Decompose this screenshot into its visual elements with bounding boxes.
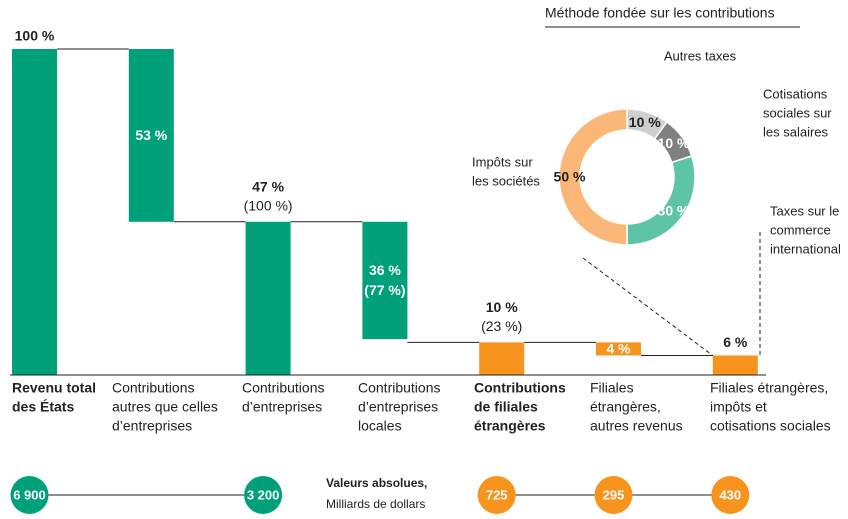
slice-label: Impôts sur (472, 154, 533, 169)
absolute-unit: Milliards de dollars (326, 497, 425, 511)
donut-slice (558, 108, 628, 246)
absolute-label: 725 (486, 487, 508, 502)
category-label: d’entreprises (112, 418, 192, 434)
absolute-label: 3 200 (247, 487, 280, 502)
absolute-marker (244, 476, 283, 514)
slice-value-label: 10 % (629, 114, 661, 130)
absolute-label: 295 (603, 487, 625, 502)
absolute-marker (477, 476, 516, 514)
category-label: impôts et (710, 399, 767, 415)
donut-title: Méthode fondée sur les contributions (545, 5, 775, 21)
bar (128, 49, 174, 222)
bar (362, 221, 408, 340)
category-label: autres que celles (112, 399, 218, 415)
slice-label: les sociétés (472, 173, 540, 188)
slice-label: sociales sur (763, 105, 832, 120)
bar (712, 355, 758, 375)
slice-value-label: 50 % (554, 169, 586, 185)
absolute-marker (10, 476, 49, 514)
value-label: 100 % (15, 28, 55, 44)
category-label: Contributions (474, 380, 566, 396)
donut-slice (626, 155, 696, 246)
category-label: de filiales (474, 399, 538, 415)
bar (596, 342, 641, 356)
share-label: (77 %) (364, 282, 405, 298)
category-label: locales (358, 418, 402, 434)
slice-label: Cotisations (763, 86, 828, 101)
value-label: 6 % (723, 334, 748, 350)
share-label: (23 %) (481, 318, 522, 334)
category-label: étrangères, (590, 399, 661, 415)
value-label: 36 % (369, 262, 401, 278)
bar (479, 342, 525, 375)
value-label: 53 % (135, 127, 167, 143)
category-label: cotisations sociales (710, 418, 831, 434)
category-label: d’entreprises (358, 399, 438, 415)
absolute-marker (594, 476, 633, 514)
absolute-label: 6 900 (13, 487, 46, 502)
share-label: (100 %) (244, 197, 293, 213)
value-label: 10 % (486, 299, 518, 315)
value-label: 47 % (252, 178, 284, 194)
absolute-label: 430 (719, 487, 741, 502)
slice-label: Autres taxes (664, 48, 737, 63)
category-label: étrangères (474, 418, 546, 434)
absolute-marker (711, 476, 750, 514)
slice-value-label: 10 % (658, 135, 690, 151)
slice-label: international (770, 241, 841, 256)
slice-label: Taxes sur le (770, 203, 839, 218)
category-label: autres revenus (590, 418, 683, 434)
slice-label: les salaires (763, 124, 829, 139)
category-label: Contributions (112, 380, 195, 396)
bar (12, 49, 57, 375)
category-label: Revenu total (12, 380, 96, 396)
absolute-title: Valeurs absolues, (326, 476, 427, 490)
bar (245, 221, 291, 375)
category-label: Filiales étrangères, (710, 380, 828, 396)
slice-label: commerce (770, 222, 831, 237)
category-label: Contributions (242, 380, 325, 396)
value-label: 4 % (606, 341, 631, 357)
category-label: Filiales (590, 380, 634, 396)
category-label: d’entreprises (242, 399, 322, 415)
category-label: des États (12, 399, 74, 415)
slice-value-label: 30 % (658, 203, 690, 219)
category-label: Contributions (358, 380, 441, 396)
